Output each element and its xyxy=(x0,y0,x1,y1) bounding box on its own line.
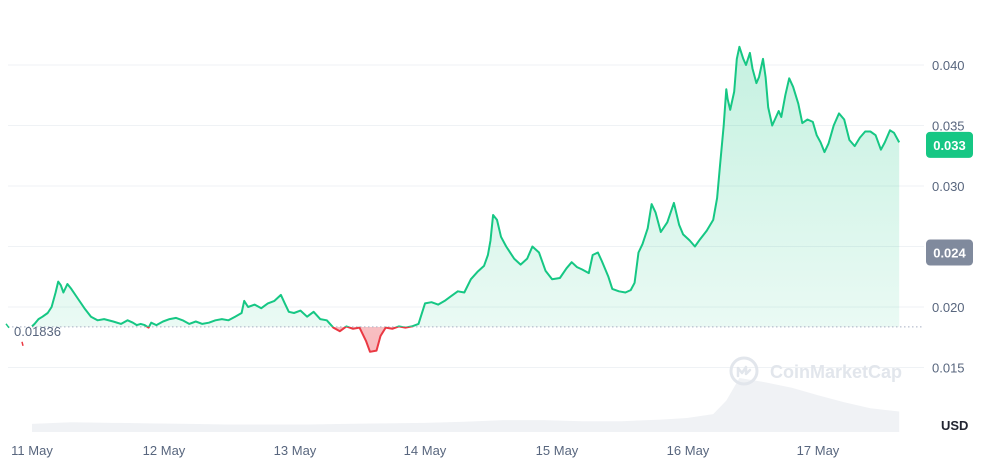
y-tick-label: 0.035 xyxy=(932,119,965,134)
price-area-down xyxy=(147,326,410,352)
watermark-text: CoinMarketCap xyxy=(770,362,902,382)
watermark: CoinMarketCap xyxy=(729,356,902,386)
x-tick-label: 11 May xyxy=(11,443,53,458)
current-price-badge xyxy=(926,131,973,158)
crosshair-price-badge xyxy=(926,239,973,266)
x-tick-label: 13 May xyxy=(274,443,317,458)
volume-bars xyxy=(32,378,900,432)
logo-mark xyxy=(736,365,752,378)
price-area-fill xyxy=(32,46,900,352)
grid-lines xyxy=(8,64,924,368)
x-tick-label: 15 May xyxy=(536,443,579,458)
start-tick-up xyxy=(5,323,10,329)
reference-line: 0.01836 xyxy=(8,324,924,339)
x-tick-label: 17 May xyxy=(797,443,840,458)
logo-ring xyxy=(729,356,759,386)
volume-area xyxy=(32,378,900,432)
price-badges: 0.033 0.024 xyxy=(926,131,973,266)
current-price-badge-text: 0.033 xyxy=(933,138,966,153)
y-tick-label: 0.030 xyxy=(932,179,965,194)
price-line-up xyxy=(31,45,901,327)
x-tick-label: 14 May xyxy=(404,443,447,458)
crosshair-price-badge-text: 0.024 xyxy=(933,246,966,261)
reference-price-label: 0.01836 xyxy=(14,324,61,339)
price-area-up xyxy=(32,46,900,327)
price-line xyxy=(5,45,901,353)
x-tick-label: 12 May xyxy=(143,443,186,458)
start-tick-down xyxy=(21,341,24,347)
y-tick-label: 0.040 xyxy=(932,58,965,73)
y-axis-unit: USD xyxy=(941,418,968,433)
coinmarketcap-logo-icon xyxy=(729,356,759,386)
y-axis: 0.040 0.035 0.030 0.020 0.015 USD xyxy=(932,58,968,433)
y-tick-label: 0.015 xyxy=(932,361,965,376)
x-axis: 11 May 12 May 13 May 14 May 15 May 16 May 17 M… xyxy=(11,443,840,458)
y-tick-label: 0.020 xyxy=(932,300,965,315)
x-tick-label: 16 May xyxy=(667,443,710,458)
